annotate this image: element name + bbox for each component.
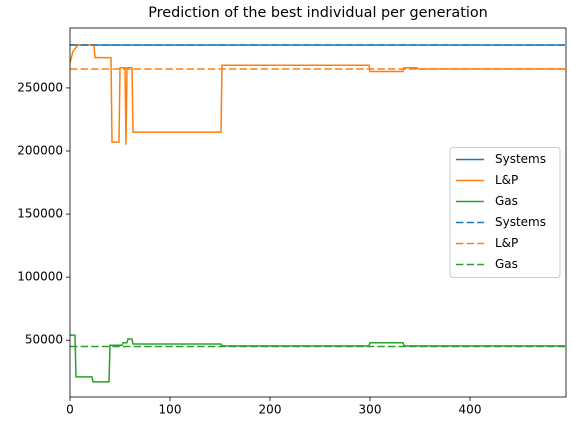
legend-label: L&P	[495, 173, 518, 187]
y-tick-label: 100000	[17, 270, 63, 284]
legend-label: Gas	[495, 257, 518, 271]
plot-frame	[69, 27, 567, 398]
x-tick-label: 0	[66, 403, 74, 417]
x-tick-label: 200	[259, 403, 282, 417]
legend-label: Gas	[495, 194, 518, 208]
y-tick-label: 150000	[17, 207, 63, 221]
legend-label: Systems	[495, 215, 546, 229]
series-line	[70, 44, 565, 145]
y-tick-label: 200000	[17, 144, 63, 158]
x-tick-label: 100	[159, 403, 182, 417]
chart-title: Prediction of the best individual per ge…	[148, 5, 488, 21]
legend-label: Systems	[495, 152, 546, 166]
y-tick-label: 250000	[17, 80, 63, 94]
y-tick-label: 50000	[25, 333, 63, 347]
x-tick-label: 300	[359, 403, 382, 417]
series-line	[70, 334, 565, 383]
legend-label: L&P	[495, 236, 518, 250]
x-tick-label: 400	[459, 403, 482, 417]
